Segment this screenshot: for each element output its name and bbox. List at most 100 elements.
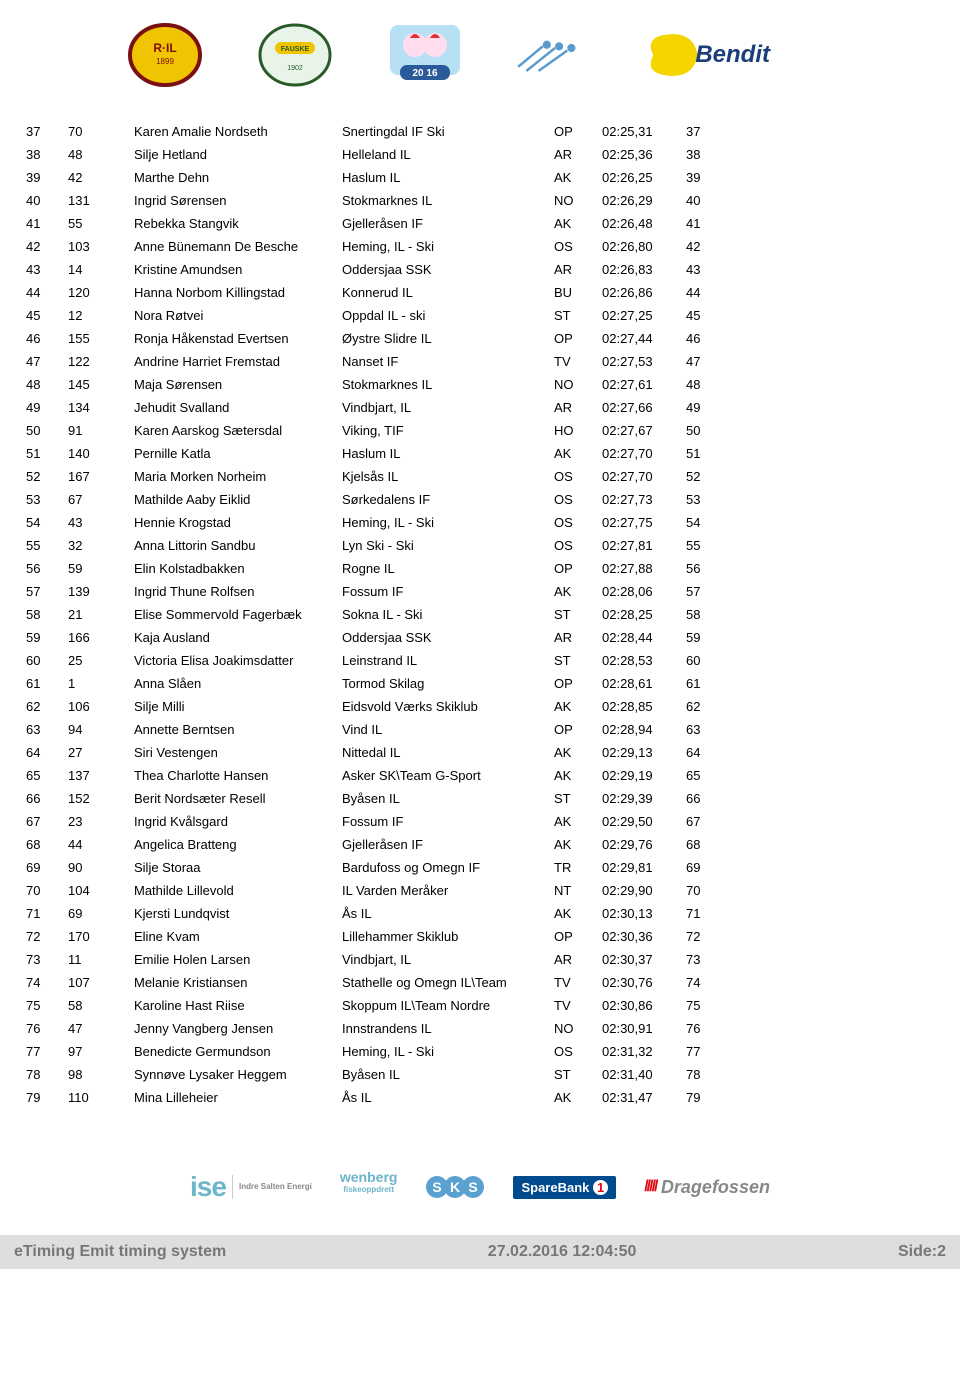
cell-time: 02:27,53 [596, 350, 680, 373]
cell-club: Gjelleråsen IF [336, 833, 548, 856]
header-logo-row: R·IL1899 FAUSKE1902 20 16 Bendit [0, 0, 960, 110]
cell-time: 02:28,25 [596, 603, 680, 626]
cell-name: Kaja Ausland [128, 626, 336, 649]
cell-bib: 11 [62, 948, 128, 971]
cell-name: Anna Slåen [128, 672, 336, 695]
table-row: 6427Siri VestengenNittedal ILAK02:29,136… [20, 741, 720, 764]
footer-left: eTiming Emit timing system [14, 1243, 226, 1261]
cell-rank: 42 [20, 235, 62, 258]
cell-bib: 97 [62, 1040, 128, 1063]
results-table: 3770Karen Amalie NordsethSnertingdal IF … [20, 120, 720, 1109]
cell-bib: 91 [62, 419, 128, 442]
cell-time: 02:29,19 [596, 764, 680, 787]
cell-bib: 103 [62, 235, 128, 258]
cell-time: 02:25,36 [596, 143, 680, 166]
table-row: 6844Angelica BrattengGjelleråsen IFAK02:… [20, 833, 720, 856]
logo-rognan: R·IL1899 [120, 20, 210, 90]
svg-text:S: S [469, 1179, 478, 1195]
cell-time: 02:29,39 [596, 787, 680, 810]
table-row: 4314Kristine AmundsenOddersjaa SSKAR02:2… [20, 258, 720, 281]
cell-rank2: 43 [680, 258, 720, 281]
cell-dist: AK [548, 833, 596, 856]
cell-rank: 39 [20, 166, 62, 189]
cell-dist: AR [548, 626, 596, 649]
cell-dist: OS [548, 511, 596, 534]
cell-club: Gjelleråsen IF [336, 212, 548, 235]
cell-club: Rogne IL [336, 557, 548, 580]
cell-rank: 41 [20, 212, 62, 235]
table-row: 3770Karen Amalie NordsethSnertingdal IF … [20, 120, 720, 143]
table-row: 5532Anna Littorin SandbuLyn Ski - SkiOS0… [20, 534, 720, 557]
table-row: 47122Andrine Harriet FremstadNanset IFTV… [20, 350, 720, 373]
cell-dist: AK [548, 212, 596, 235]
cell-rank2: 38 [680, 143, 720, 166]
cell-dist: AK [548, 695, 596, 718]
cell-club: Ås IL [336, 1086, 548, 1109]
cell-rank2: 52 [680, 465, 720, 488]
cell-rank2: 55 [680, 534, 720, 557]
cell-bib: 140 [62, 442, 128, 465]
svg-text:1899: 1899 [156, 57, 174, 66]
cell-rank2: 44 [680, 281, 720, 304]
cell-bib: 98 [62, 1063, 128, 1086]
cell-rank2: 42 [680, 235, 720, 258]
cell-name: Silje Storaa [128, 856, 336, 879]
cell-name: Elin Kolstadbakken [128, 557, 336, 580]
cell-name: Karen Amalie Nordseth [128, 120, 336, 143]
cell-bib: 104 [62, 879, 128, 902]
table-row: 59166Kaja AuslandOddersjaa SSKAR02:28,44… [20, 626, 720, 649]
cell-time: 02:30,91 [596, 1017, 680, 1040]
footer-center: 27.02.2016 12:04:50 [488, 1243, 637, 1261]
cell-rank2: 58 [680, 603, 720, 626]
table-row: 48145Maja SørensenStokmarknes ILNO02:27,… [20, 373, 720, 396]
cell-name: Silje Hetland [128, 143, 336, 166]
cell-bib: 58 [62, 994, 128, 1017]
table-row: 6990Silje StoraaBardufoss og Omegn IFTR0… [20, 856, 720, 879]
cell-dist: AK [548, 741, 596, 764]
cell-time: 02:26,29 [596, 189, 680, 212]
cell-rank: 72 [20, 925, 62, 948]
table-row: 74107Melanie KristiansenStathelle og Ome… [20, 971, 720, 994]
cell-name: Annette Berntsen [128, 718, 336, 741]
cell-rank2: 78 [680, 1063, 720, 1086]
cell-dist: OS [548, 235, 596, 258]
cell-name: Maria Morken Norheim [128, 465, 336, 488]
cell-bib: 59 [62, 557, 128, 580]
cell-rank: 62 [20, 695, 62, 718]
cell-name: Elise Sommervold Fagerbæk [128, 603, 336, 626]
cell-club: Vindbjart, IL [336, 948, 548, 971]
table-row: 6394Annette BerntsenVind ILOP02:28,9463 [20, 718, 720, 741]
cell-time: 02:27,70 [596, 442, 680, 465]
logo-2016: 20 16 [380, 20, 470, 90]
cell-rank2: 64 [680, 741, 720, 764]
cell-dist: OP [548, 327, 596, 350]
cell-dist: OP [548, 925, 596, 948]
cell-dist: NO [548, 189, 596, 212]
cell-name: Siri Vestengen [128, 741, 336, 764]
cell-dist: AR [548, 258, 596, 281]
cell-rank2: 40 [680, 189, 720, 212]
cell-club: Øystre Slidre IL [336, 327, 548, 350]
cell-dist: NO [548, 373, 596, 396]
cell-time: 02:27,61 [596, 373, 680, 396]
cell-time: 02:31,47 [596, 1086, 680, 1109]
cell-club: Sørkedalens IF [336, 488, 548, 511]
cell-dist: OS [548, 488, 596, 511]
table-row: 5443Hennie KrogstadHeming, IL - SkiOS02:… [20, 511, 720, 534]
cell-dist: HO [548, 419, 596, 442]
cell-rank2: 63 [680, 718, 720, 741]
cell-name: Hanna Norbom Killingstad [128, 281, 336, 304]
cell-time: 02:26,25 [596, 166, 680, 189]
table-row: 3942Marthe DehnHaslum ILAK02:26,2539 [20, 166, 720, 189]
cell-rank2: 37 [680, 120, 720, 143]
cell-rank: 63 [20, 718, 62, 741]
cell-rank: 44 [20, 281, 62, 304]
cell-club: Sokna IL - Ski [336, 603, 548, 626]
cell-time: 02:29,90 [596, 879, 680, 902]
sponsor-sparebank: SpareBank 1 [513, 1169, 616, 1205]
cell-bib: 137 [62, 764, 128, 787]
table-row: 57139Ingrid Thune RolfsenFossum IFAK02:2… [20, 580, 720, 603]
cell-dist: ST [548, 1063, 596, 1086]
cell-club: Vindbjart, IL [336, 396, 548, 419]
cell-rank: 64 [20, 741, 62, 764]
